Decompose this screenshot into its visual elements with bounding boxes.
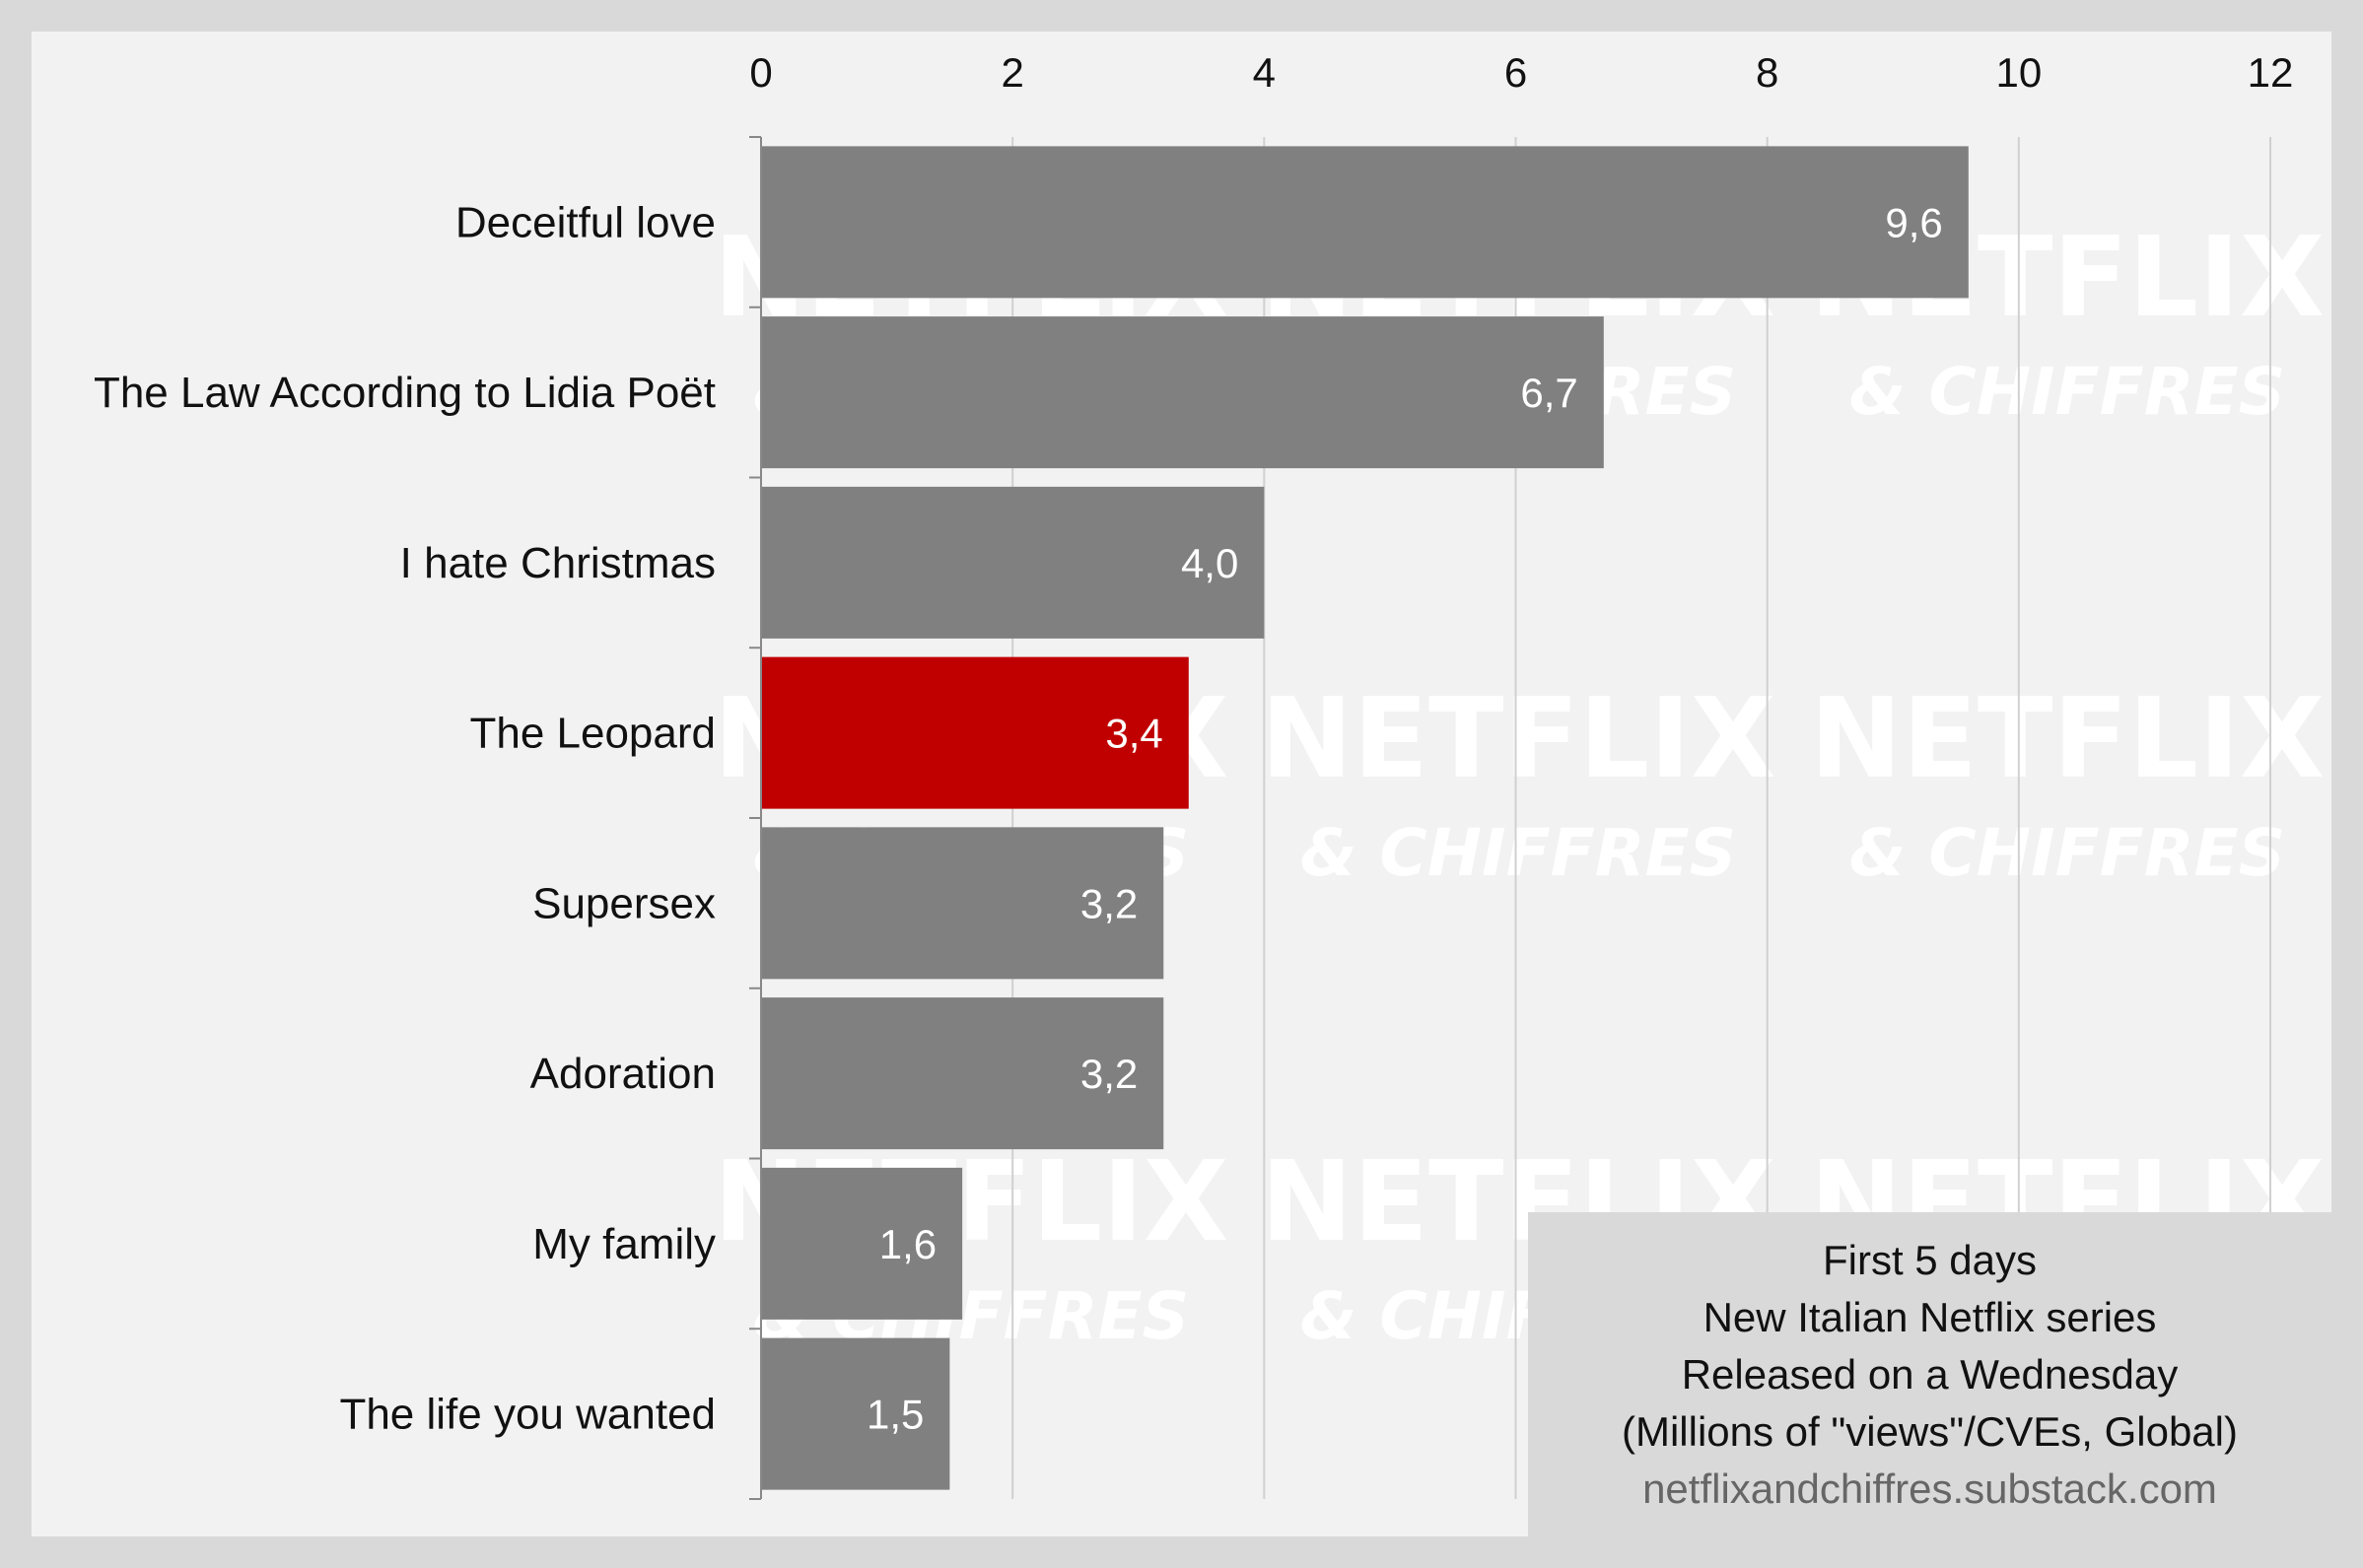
info-line-4: (Millions of "views"/CVEs, Global) — [1622, 1407, 2238, 1455]
value-label: 9,6 — [1885, 199, 1942, 245]
watermark-line1: NETFLIX — [1261, 675, 1776, 803]
info-line-2: New Italian Netflix series — [1703, 1293, 2157, 1340]
x-tick-label: 6 — [1504, 49, 1527, 96]
x-tick-label: 2 — [1001, 49, 1023, 96]
x-tick-label: 12 — [2248, 49, 2294, 96]
source-url: netflixandchiffres.substack.com — [1642, 1465, 2217, 1512]
value-label: 1,6 — [879, 1221, 937, 1267]
bars: 9,6 6,7 4,0 3,4 3,2 3,2 1,6 1,5 — [761, 146, 1969, 1490]
value-label: 3,2 — [1080, 1051, 1138, 1097]
watermark-line2: & CHIFFRES — [1300, 815, 1736, 891]
bar — [761, 146, 1969, 299]
bar — [761, 997, 1164, 1150]
value-label: 4,0 — [1181, 540, 1238, 586]
info-line-1: First 5 days — [1822, 1236, 2038, 1283]
category-label: The Leopard — [469, 710, 716, 758]
bar — [761, 1167, 963, 1320]
category-label: The Law According to Lidia Poët — [94, 369, 716, 417]
bar — [761, 486, 1265, 639]
value-label: 6,7 — [1520, 370, 1577, 416]
category-label: The life you wanted — [339, 1391, 716, 1439]
bar — [761, 827, 1164, 980]
info-line-3: Released on a Wednesday — [1681, 1350, 2179, 1398]
bar — [761, 1337, 950, 1490]
x-tick-label: 10 — [1995, 49, 2042, 96]
category-label: I hate Christmas — [400, 539, 716, 587]
x-tick-label: 0 — [749, 49, 772, 96]
category-label: Adoration — [530, 1050, 716, 1098]
bar — [761, 656, 1189, 809]
category-label: My family — [532, 1220, 716, 1268]
x-tick-label: 8 — [1756, 49, 1778, 96]
category-label: Supersex — [532, 879, 716, 927]
axis: 0 2 4 6 8 10 12 Deceitful love The Law According… — [94, 49, 2294, 1500]
value-label: 3,4 — [1105, 711, 1162, 757]
watermark-line2: & CHIFFRES — [1849, 815, 2285, 891]
value-label: 3,2 — [1080, 880, 1138, 926]
x-tick-label: 4 — [1253, 49, 1276, 96]
bar — [761, 316, 1604, 469]
watermark-line1: NETFLIX — [1810, 675, 2326, 803]
category-label: Deceitful love — [455, 198, 716, 246]
info-box: First 5 days New Italian Netflix series … — [1528, 1212, 2331, 1536]
watermark-line2: & CHIFFRES — [1849, 354, 2285, 430]
value-label: 1,5 — [867, 1392, 924, 1438]
